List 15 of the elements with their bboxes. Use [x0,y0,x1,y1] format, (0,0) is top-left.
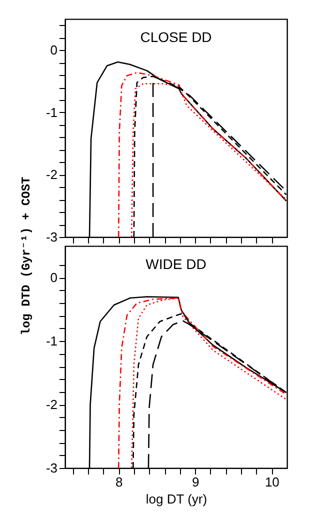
y-tick-label: -1 [46,104,58,120]
y-tick-label: -3 [46,460,58,476]
y-tick-label: -2 [46,167,58,182]
y-tick-label: -1 [46,334,58,349]
y-tick-label: 0 [50,270,58,286]
x-tick-label: 10 [264,474,280,490]
y-axis-title: log DTD (Gyr⁻¹) + COST [18,176,34,335]
text: WIDE DD [146,256,206,272]
x-tick-label: 9 [192,474,200,490]
text: CLOSE DD [140,29,212,45]
x-tick-label: 8 [115,474,123,490]
y-tick-label: -3 [46,230,58,244]
y-tick-label: 0 [50,42,58,58]
x-axis-title: log DT (yr) [146,492,208,506]
y-tick-label: -2 [46,397,58,412]
